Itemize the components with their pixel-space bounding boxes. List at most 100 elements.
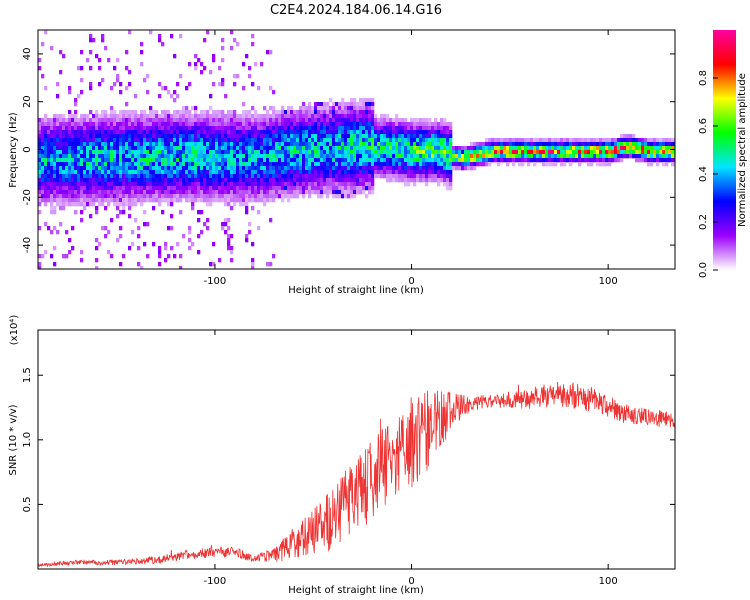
heatmap-cell [281, 130, 285, 135]
heatmap-cell [83, 114, 87, 119]
colorbar-bar [713, 30, 736, 270]
heatmap-cell [314, 158, 318, 163]
heatmap-cell [323, 130, 327, 135]
heatmap-cell [83, 182, 87, 187]
heatmap-cell [293, 194, 297, 199]
heatmap-cell [113, 174, 117, 179]
heatmap-cell [128, 82, 132, 87]
heatmap-cell [389, 126, 393, 131]
heatmap-cell [41, 186, 45, 191]
heatmap-cell [299, 166, 303, 171]
heatmap-cell [110, 162, 114, 167]
heatmap-cell [293, 138, 297, 143]
heatmap-cell [236, 122, 240, 127]
heatmap-cell [59, 138, 63, 143]
heatmap-cell [113, 170, 117, 175]
heatmap-cell [80, 162, 84, 167]
heatmap-cell [299, 162, 303, 167]
heatmap-y-axis-label: Frequency (Hz) [8, 112, 19, 188]
heatmap-cell [470, 146, 474, 151]
heatmap-cell [206, 30, 210, 35]
heatmap-cell [47, 126, 51, 131]
heatmap-cell [260, 62, 264, 67]
heatmap-cell [296, 134, 300, 139]
heatmap-cell [44, 162, 48, 167]
heatmap-cell [119, 118, 123, 123]
heatmap-cell [230, 158, 234, 163]
heatmap-cell [206, 170, 210, 175]
heatmap-cell [644, 154, 648, 159]
heatmap-cell [260, 186, 264, 191]
heatmap-cell [344, 106, 348, 111]
heatmap-cell [206, 218, 210, 223]
heatmap-cell [194, 134, 198, 139]
heatmap-cell [590, 142, 594, 147]
heatmap-cell [173, 158, 177, 163]
heatmap-cell [335, 190, 339, 195]
heatmap-cell [215, 178, 219, 183]
heatmap-cell [155, 190, 159, 195]
heatmap-cell [104, 110, 108, 115]
heatmap-cell [638, 146, 642, 151]
heatmap-cell [47, 198, 51, 203]
heatmap-cell [95, 130, 99, 135]
heatmap-cell [233, 110, 237, 115]
heatmap-cell [491, 138, 495, 143]
heatmap-cell [38, 266, 42, 269]
heatmap-cell [176, 94, 180, 99]
heatmap-cell [95, 134, 99, 139]
heatmap-cell [575, 158, 579, 163]
heatmap-cell [122, 142, 126, 147]
heatmap-cell [308, 110, 312, 115]
heatmap-cell [164, 258, 168, 263]
heatmap-cell [164, 126, 168, 131]
heatmap-cell [131, 130, 135, 135]
heatmap-cell [362, 166, 366, 171]
heatmap-cell [224, 130, 228, 135]
heatmap-cell [428, 178, 432, 183]
heatmap-cell [524, 138, 528, 143]
heatmap-cell [77, 94, 81, 99]
heatmap-cell [98, 142, 102, 147]
heatmap-cell [305, 174, 309, 179]
heatmap-cell [410, 158, 414, 163]
heatmap-cell [269, 134, 273, 139]
heatmap-cell [206, 134, 210, 139]
heatmap-cell [431, 178, 435, 183]
heatmap-cell [359, 98, 363, 103]
heatmap-cell [116, 154, 120, 159]
heatmap-cell [161, 190, 165, 195]
heatmap-cell [275, 178, 279, 183]
heatmap-cell [188, 162, 192, 167]
heatmap-cell [38, 118, 42, 123]
heatmap-cell [86, 138, 90, 143]
heatmap-cell [137, 226, 141, 231]
heatmap-cell [227, 182, 231, 187]
heatmap-cell [395, 126, 399, 131]
heatmap-cell [218, 194, 222, 199]
heatmap-cell [245, 194, 249, 199]
heatmap-cell [173, 182, 177, 187]
heatmap-cell [269, 218, 273, 223]
heatmap-cell [86, 182, 90, 187]
heatmap-cell [656, 146, 660, 151]
heatmap-cell [179, 198, 183, 203]
heatmap-cell [410, 150, 414, 155]
heatmap-cell [320, 194, 324, 199]
heatmap-cell [215, 126, 219, 131]
heatmap-cell [497, 158, 501, 163]
heatmap-cell [236, 114, 240, 119]
heatmap-cell [338, 194, 342, 199]
heatmap-cell [59, 158, 63, 163]
heatmap-cell [203, 146, 207, 151]
heatmap-cell [80, 174, 84, 179]
heatmap-cell [590, 162, 594, 167]
heatmap-cell [68, 118, 72, 123]
heatmap-cell [182, 130, 186, 135]
heatmap-cell [185, 114, 189, 119]
heatmap-cell [488, 146, 492, 151]
heatmap-cell [92, 198, 96, 203]
heatmap-cell [305, 114, 309, 119]
heatmap-cell [179, 170, 183, 175]
heatmap-cell [47, 170, 51, 175]
